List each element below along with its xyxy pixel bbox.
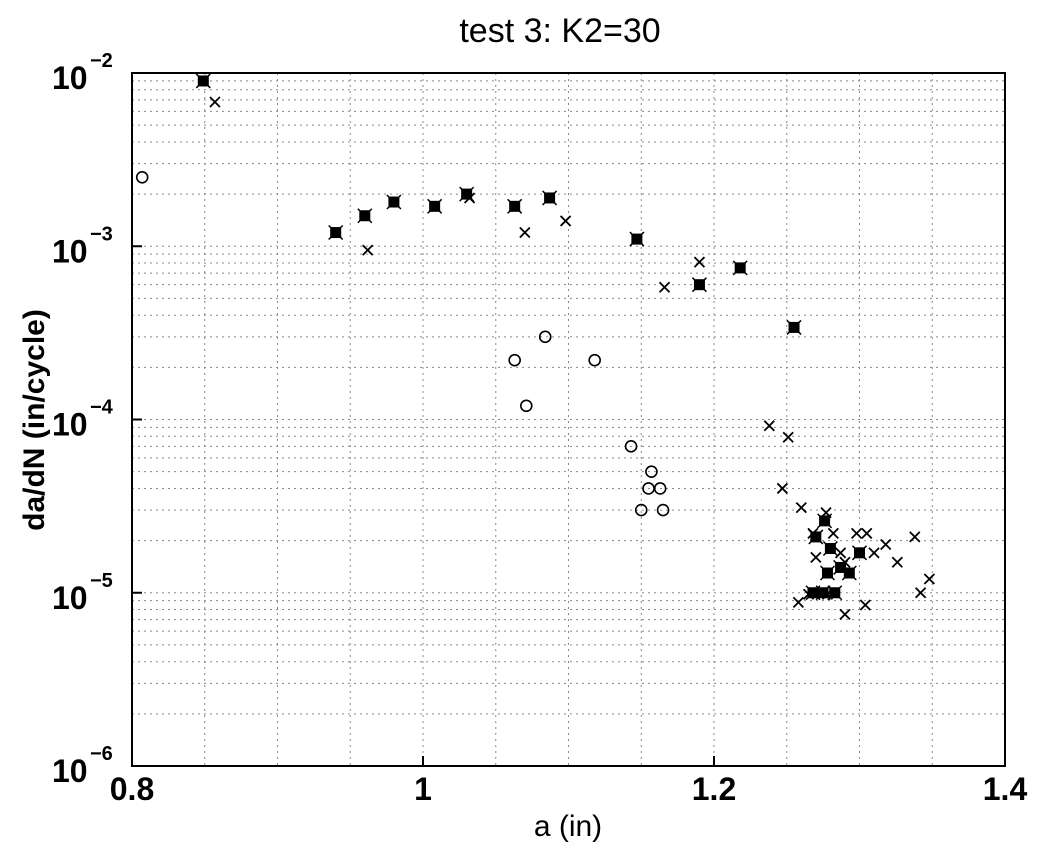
y-tick-label: 10 bbox=[52, 580, 88, 616]
y-tick-label: 10 bbox=[52, 60, 88, 96]
data-point-cross bbox=[792, 596, 805, 609]
data-point-circle bbox=[520, 399, 533, 413]
y-tick-exponent: −2 bbox=[90, 50, 113, 72]
x-tick-label: 0.8 bbox=[110, 771, 154, 807]
y-tick-exponent: −5 bbox=[90, 570, 113, 592]
data-points bbox=[135, 73, 935, 621]
data-point-circle bbox=[135, 171, 149, 184]
data-point-star bbox=[851, 545, 868, 561]
data-point-star bbox=[507, 198, 523, 214]
data-point-star bbox=[732, 260, 748, 276]
data-point-cross bbox=[923, 573, 935, 585]
data-point-circle bbox=[653, 482, 667, 495]
data-point-circle bbox=[538, 330, 552, 344]
data-point-cross bbox=[891, 556, 903, 568]
data-point-cross bbox=[850, 527, 863, 540]
data-point-circle bbox=[624, 440, 638, 453]
data-point-cross bbox=[909, 531, 921, 543]
data-point-cross bbox=[776, 482, 789, 495]
y-tick-exponent: −3 bbox=[90, 223, 113, 245]
data-point-cross bbox=[519, 226, 531, 239]
data-point-cross bbox=[763, 420, 775, 432]
x-axis-label: a (in) bbox=[534, 810, 602, 843]
y-tick-labels: 10−210−310−410−510−6 bbox=[52, 50, 142, 789]
data-point-star bbox=[195, 73, 211, 89]
data-point-star bbox=[542, 190, 558, 206]
data-point-star bbox=[819, 565, 836, 581]
data-point-star bbox=[786, 319, 802, 335]
data-point-star bbox=[328, 225, 344, 241]
data-point-cross bbox=[868, 547, 880, 559]
data-point-cross bbox=[827, 527, 839, 540]
data-point-star bbox=[357, 208, 373, 224]
y-axis-label: da/dN (in/cycle) bbox=[18, 309, 51, 531]
data-point-star bbox=[691, 277, 707, 293]
data-point-circle bbox=[645, 465, 658, 478]
data-point-cross bbox=[795, 501, 807, 514]
data-point-circle bbox=[508, 353, 521, 367]
x-tick-labels: 0.8 1 1.2 1.4 bbox=[110, 756, 1028, 807]
data-point-star bbox=[841, 565, 857, 581]
data-point-circle bbox=[656, 503, 670, 517]
data-point-star bbox=[817, 513, 833, 529]
y-tick-label: 10 bbox=[52, 407, 88, 443]
data-point-cross bbox=[880, 538, 892, 551]
data-point-cross bbox=[658, 281, 671, 293]
data-point-cross bbox=[834, 547, 847, 559]
x-tick-label: 1.2 bbox=[692, 771, 736, 807]
x-tick-label: 1.4 bbox=[983, 771, 1028, 807]
chart-title: test 3: K2=30 bbox=[459, 12, 660, 50]
data-point-star bbox=[808, 529, 824, 545]
data-point-star bbox=[427, 198, 443, 214]
data-point-star bbox=[459, 186, 475, 202]
data-point-cross bbox=[914, 587, 927, 599]
data-point-cross bbox=[839, 608, 851, 621]
data-point-cross bbox=[859, 599, 871, 611]
data-point-cross bbox=[209, 96, 221, 108]
data-point-cross bbox=[810, 551, 822, 564]
data-point-circle bbox=[588, 353, 601, 367]
data-point-cross bbox=[782, 431, 794, 443]
data-point-star bbox=[805, 585, 821, 601]
y-tick-label: 10 bbox=[52, 233, 88, 269]
data-point-cross bbox=[861, 527, 873, 540]
x-tick-label: 1 bbox=[414, 771, 432, 807]
y-tick-exponent: −4 bbox=[90, 397, 114, 419]
y-tick-label: 10 bbox=[52, 753, 88, 789]
data-point-star bbox=[827, 585, 843, 601]
data-point-star bbox=[629, 231, 645, 247]
data-point-cross bbox=[559, 215, 572, 227]
grid-lines bbox=[132, 73, 1005, 767]
data-point-cross bbox=[693, 256, 706, 268]
y-tick-exponent: −6 bbox=[90, 743, 113, 765]
data-point-star bbox=[386, 194, 402, 210]
data-point-circle bbox=[634, 503, 648, 517]
data-point-star bbox=[822, 540, 838, 557]
data-point-cross bbox=[362, 244, 374, 256]
